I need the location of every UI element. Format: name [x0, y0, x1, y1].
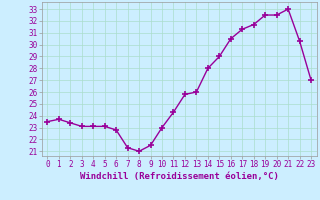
- X-axis label: Windchill (Refroidissement éolien,°C): Windchill (Refroidissement éolien,°C): [80, 172, 279, 181]
